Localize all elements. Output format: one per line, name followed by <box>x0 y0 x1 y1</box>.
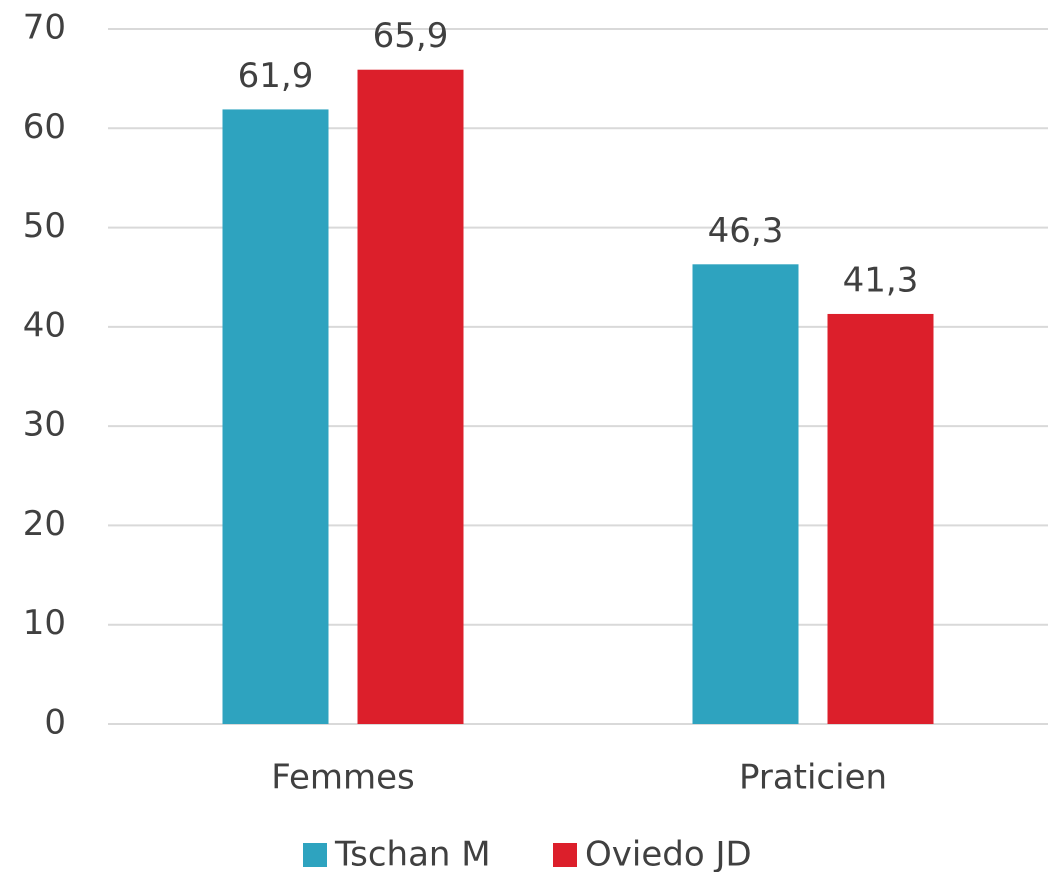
legend-label: Oviedo JD <box>585 835 752 872</box>
bar <box>827 313 934 724</box>
y-tick-label: 10 <box>23 603 66 643</box>
legend-label: Tschan M <box>334 835 491 872</box>
data-label: 46,3 <box>708 211 784 251</box>
bar <box>222 109 329 724</box>
legend-swatch <box>303 843 327 867</box>
y-tick-label: 30 <box>23 405 66 445</box>
data-label: 65,9 <box>373 16 449 56</box>
bar <box>692 264 799 724</box>
y-tick-label: 50 <box>23 206 66 246</box>
x-tick-label: Praticien <box>739 758 887 798</box>
y-tick-label: 20 <box>23 504 66 544</box>
y-tick-label: 0 <box>44 703 66 743</box>
legend-swatch <box>553 843 577 867</box>
y-tick-label: 60 <box>23 107 66 147</box>
bar <box>357 69 464 724</box>
y-tick-label: 70 <box>23 8 66 48</box>
data-label: 41,3 <box>843 260 919 300</box>
x-tick-label: Femmes <box>271 758 415 798</box>
data-label: 61,9 <box>238 56 314 96</box>
y-tick-label: 40 <box>23 305 66 345</box>
